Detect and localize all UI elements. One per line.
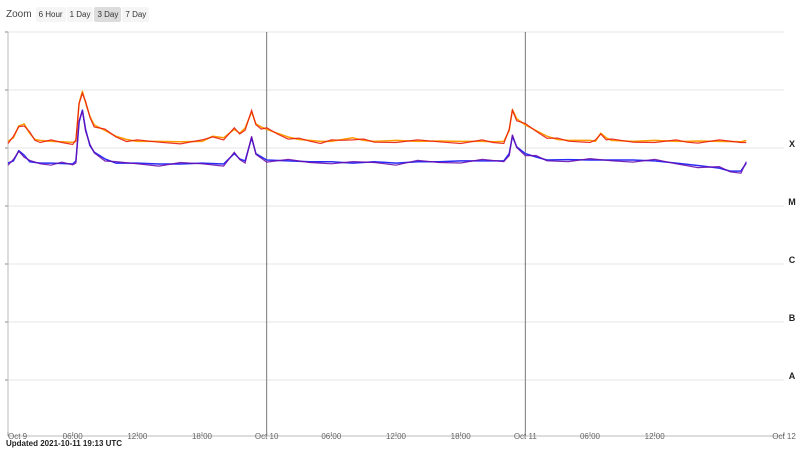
class-label-m: M (788, 197, 796, 207)
x-tick-label: 06:00 (63, 432, 84, 441)
zoom-6-hour-button[interactable]: 6 Hour (35, 6, 66, 22)
zoom-bar: Zoom 6 Hour 1 Day 3 Day 7 Day (6, 6, 150, 22)
updated-timestamp: Updated 2021-10-11 19:13 UTC (6, 439, 123, 448)
zoom-3-day-button[interactable]: 3 Day (94, 6, 122, 22)
x-tick-label: Oct 11 (514, 432, 538, 441)
grid (5, 31, 784, 437)
x-tick-label: 06:00 (321, 432, 342, 441)
x-tick-label: Oct 12 (772, 432, 796, 441)
zoom-label: Zoom (6, 8, 32, 20)
zoom-7-day-button[interactable]: 7 Day (122, 6, 150, 22)
x-tick-label: 18:00 (451, 432, 472, 441)
x-tick-label: Oct 9 (8, 432, 28, 441)
series-line-0 (7, 90, 747, 144)
class-label-c: C (789, 255, 796, 265)
x-tick-label: 12:00 (127, 432, 148, 441)
x-tick-label: 18:00 (192, 432, 213, 441)
series (7, 90, 747, 174)
labels: Oct 9 06:00 12:00 18:00 Oct 10 06:00 12:00 18:0… (7, 139, 796, 441)
class-label-b: B (789, 313, 796, 323)
series-line-alt-0 (7, 91, 747, 146)
x-tick-label: 12:00 (386, 432, 407, 441)
x-tick-label: 06:00 (580, 432, 601, 441)
zoom-1-day-button[interactable]: 1 Day (66, 6, 94, 22)
class-label-x: X (789, 139, 795, 149)
x-tick-label: Oct 10 (255, 432, 279, 441)
class-label-a: A (789, 371, 796, 381)
x-tick-label: 12:00 (645, 432, 666, 441)
series-line-alt-1 (7, 110, 747, 174)
